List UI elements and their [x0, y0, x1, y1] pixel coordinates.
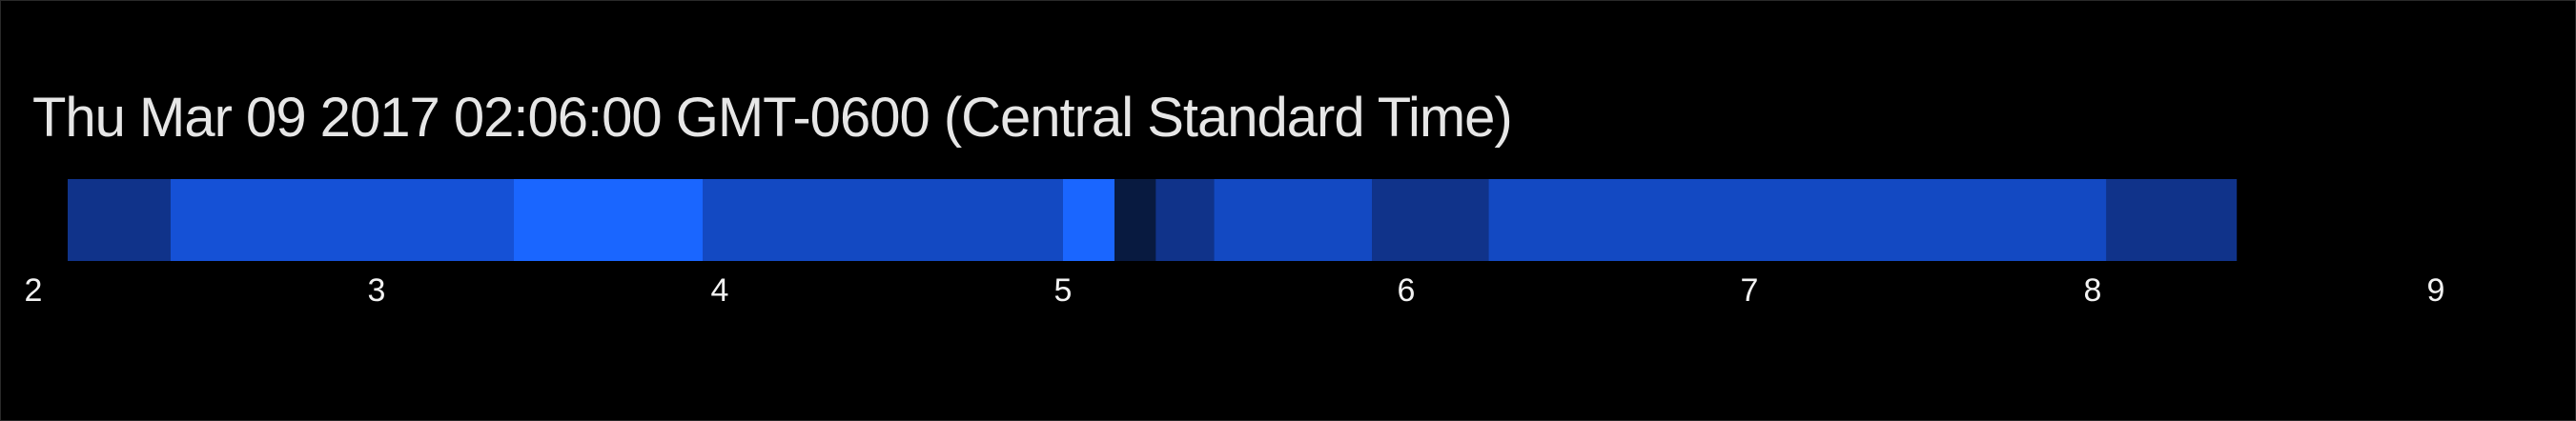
- x-tick-label: 6: [1398, 272, 1416, 309]
- chart-title: Thu Mar 09 2017 02:06:00 GMT-0600 (Centr…: [32, 87, 1513, 149]
- timeline-segment: [1372, 179, 1489, 261]
- timeline-bars: [68, 179, 2238, 261]
- timeline-segment: [1155, 179, 1215, 261]
- timeline-segment: [1488, 179, 2107, 261]
- x-tick-label: 5: [1054, 272, 1073, 309]
- x-tick-label: 4: [711, 272, 729, 309]
- x-tick-label: 7: [1741, 272, 1759, 309]
- x-tick-label: 8: [2084, 272, 2102, 309]
- timeline-segment: [1214, 179, 1372, 261]
- timeline-segment: [171, 179, 514, 261]
- timeline-segment: [1114, 179, 1156, 261]
- timeline-segment: [2106, 179, 2238, 261]
- timeline-segment: [703, 179, 1063, 261]
- x-axis-ticks: 2 3 4 5 6 7 8 9: [25, 272, 2445, 309]
- timeline-segment: [514, 179, 703, 261]
- x-tick-label: 3: [368, 272, 386, 309]
- x-tick-label: 2: [25, 272, 43, 309]
- timeline-segment: [68, 179, 171, 261]
- x-tick-label: 9: [2427, 272, 2445, 309]
- timeline-segment: [1063, 179, 1114, 261]
